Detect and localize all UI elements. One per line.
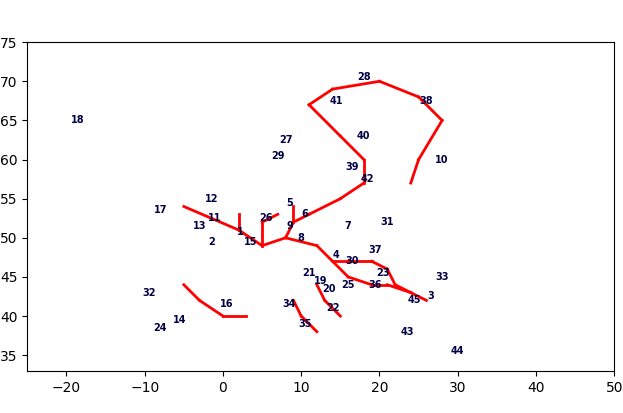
Text: 8: 8	[298, 233, 305, 243]
Text: 34: 34	[283, 299, 297, 309]
Text: 13: 13	[193, 221, 206, 231]
Text: 17: 17	[154, 205, 167, 216]
Text: 18: 18	[72, 115, 85, 126]
Text: 12: 12	[204, 194, 218, 204]
Text: 20: 20	[322, 284, 335, 294]
Text: 27: 27	[279, 135, 292, 145]
Text: 14: 14	[173, 315, 187, 325]
Text: 6: 6	[302, 209, 308, 219]
Text: 7: 7	[345, 221, 351, 231]
Text: 39: 39	[345, 162, 359, 172]
Text: 41: 41	[330, 96, 343, 106]
Text: 38: 38	[420, 96, 433, 106]
Text: 26: 26	[259, 213, 273, 223]
Text: 21: 21	[302, 268, 316, 278]
Text: 5: 5	[286, 197, 293, 208]
Text: 11: 11	[209, 213, 222, 223]
Text: 16: 16	[220, 299, 234, 309]
Text: 25: 25	[341, 280, 355, 290]
Text: 19: 19	[314, 276, 328, 286]
Text: 37: 37	[369, 244, 383, 254]
Text: 1: 1	[237, 227, 244, 237]
Text: 3: 3	[427, 292, 434, 301]
Text: 24: 24	[154, 323, 167, 333]
Text: 28: 28	[357, 72, 371, 82]
Text: 42: 42	[361, 174, 374, 184]
Text: 44: 44	[451, 346, 465, 356]
Text: 31: 31	[381, 217, 394, 227]
Text: 22: 22	[326, 303, 340, 313]
Text: 35: 35	[298, 319, 312, 329]
Text: 30: 30	[345, 256, 359, 266]
Text: 29: 29	[271, 151, 285, 161]
Text: 36: 36	[369, 280, 383, 290]
Text: 43: 43	[400, 327, 414, 337]
Text: 45: 45	[408, 295, 421, 305]
Text: 32: 32	[142, 287, 155, 298]
Text: 10: 10	[435, 154, 449, 164]
Text: 15: 15	[244, 237, 257, 247]
Text: 23: 23	[377, 268, 390, 278]
Text: 33: 33	[435, 272, 449, 282]
Text: 40: 40	[357, 131, 371, 141]
Text: 9: 9	[286, 221, 293, 231]
Text: 4: 4	[333, 250, 340, 260]
Text: 2: 2	[208, 237, 214, 247]
